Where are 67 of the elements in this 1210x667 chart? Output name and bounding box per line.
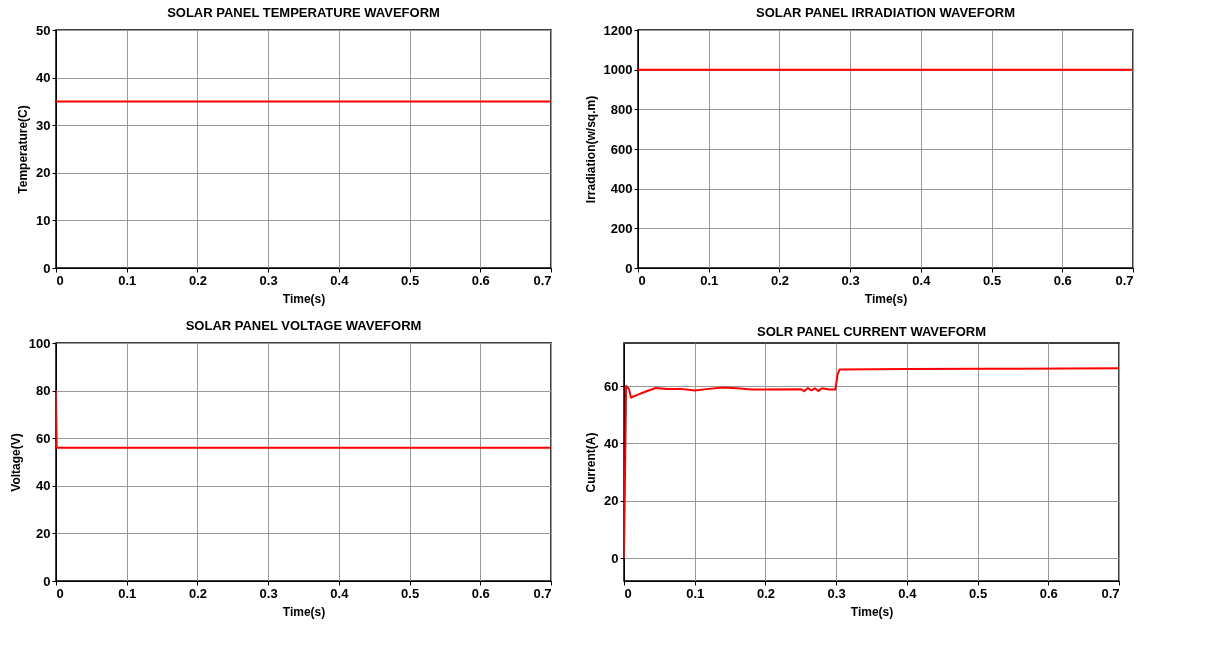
y-tick-label: 0 — [43, 260, 51, 276]
line-series — [624, 367, 1119, 560]
x-axis-title: Time(s) — [282, 291, 326, 306]
y-tick-label: 60 — [604, 378, 619, 394]
y-tick-label: 30 — [36, 117, 51, 133]
x-tick-label: 0.5 — [969, 585, 988, 601]
y-axis-title: Current(A) — [584, 432, 599, 493]
x-tick-label: 0 — [56, 272, 64, 288]
x-tick-label: 0.7 — [1101, 585, 1120, 601]
y-tick-label: 20 — [36, 525, 51, 541]
x-tick-label: 0.3 — [259, 272, 278, 288]
x-tick-label: 0.5 — [401, 272, 420, 288]
chart-title: SOLAR PANEL IRRADIATION WAVEFORM — [755, 5, 1016, 20]
y-axis-title: Temperature(C) — [16, 105, 31, 194]
x-tick-label: 0.2 — [188, 272, 207, 288]
x-tick-label: 0 — [56, 585, 64, 601]
x-tick-label: 0.6 — [471, 272, 490, 288]
x-tick-label: 0.4 — [912, 272, 932, 288]
y-tick-label: 0 — [625, 260, 633, 276]
x-tick-label: 0.4 — [330, 272, 350, 288]
chart-title: SOLR PANEL CURRENT WAVEFORM — [757, 324, 986, 339]
x-axis-title: Time(s) — [864, 291, 908, 306]
y-tick-label: 80 — [36, 383, 51, 399]
y-tick-label: 50 — [36, 22, 51, 38]
y-tick-label: 20 — [604, 493, 619, 509]
x-tick-label: 0.7 — [1115, 272, 1134, 288]
x-tick-label: 0 — [638, 272, 646, 288]
y-tick-label: 100 — [28, 335, 51, 351]
y-tick-label: 400 — [610, 181, 633, 197]
y-tick-label: 0 — [611, 550, 619, 566]
x-tick-label: 0.1 — [118, 272, 137, 288]
y-tick-label: 60 — [36, 430, 51, 446]
x-tick-label: 0.6 — [471, 585, 490, 601]
y-tick-label: 800 — [610, 101, 633, 117]
y-tick-label: 10 — [36, 212, 51, 228]
x-tick-label: 0.1 — [686, 585, 705, 601]
y-axis-title: Irradiation(w/sq.m) — [583, 95, 598, 204]
x-tick-label: 0.1 — [118, 585, 137, 601]
x-tick-label: 0.7 — [533, 272, 552, 288]
y-tick-label: 600 — [610, 141, 633, 157]
y-tick-label: 1200 — [603, 22, 633, 38]
x-tick-label: 0.7 — [533, 585, 552, 601]
x-tick-label: 0.2 — [188, 585, 207, 601]
x-tick-label: 0.5 — [983, 272, 1002, 288]
x-tick-label: 0.3 — [841, 272, 860, 288]
y-tick-label: 40 — [36, 70, 51, 86]
x-tick-label: 0.2 — [770, 272, 789, 288]
x-tick-label: 0.6 — [1053, 272, 1072, 288]
x-tick-label: 0.4 — [330, 585, 350, 601]
chart-title: SOLAR PANEL VOLTAGE WAVEFORM — [185, 318, 422, 333]
y-tick-label: 0 — [43, 573, 51, 589]
y-tick-label: 20 — [36, 165, 51, 181]
y-tick-label: 40 — [604, 435, 619, 451]
y-tick-label: 40 — [36, 478, 51, 494]
x-tick-label: 0.6 — [1039, 585, 1058, 601]
x-tick-label: 0.3 — [827, 585, 846, 601]
x-axis-title: Time(s) — [850, 604, 894, 619]
y-tick-label: 1000 — [603, 62, 633, 78]
x-tick-label: 0.2 — [756, 585, 775, 601]
x-tick-label: 0.5 — [401, 585, 420, 601]
x-tick-label: 0.3 — [259, 585, 278, 601]
x-tick-label: 0.4 — [898, 585, 918, 601]
x-axis-title: Time(s) — [282, 604, 326, 619]
y-tick-label: 200 — [610, 220, 633, 236]
chart-title: SOLAR PANEL TEMPERATURE WAVEFORM — [167, 5, 440, 20]
y-axis-title: Voltage(V) — [8, 433, 23, 492]
x-tick-label: 0.1 — [700, 272, 719, 288]
